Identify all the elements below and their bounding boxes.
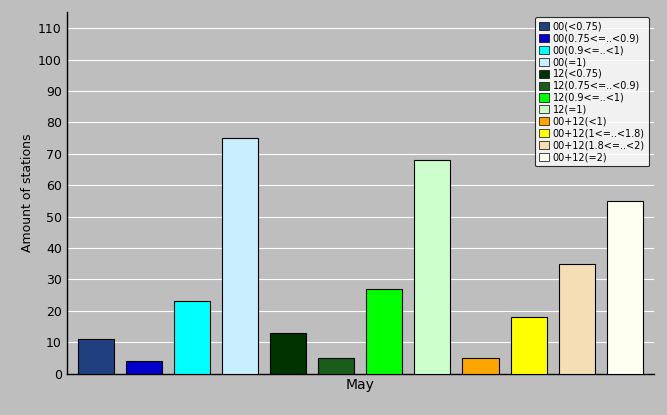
Bar [607, 201, 643, 374]
Y-axis label: Amount of stations: Amount of stations [21, 134, 34, 252]
Bar [559, 264, 595, 374]
Bar [366, 289, 402, 374]
Bar [462, 358, 498, 374]
Bar [270, 333, 306, 374]
Bar [222, 138, 258, 374]
Legend: 00(<0.75), 00(0.75<=..<0.9), 00(0.9<=..<1), 00(=1), 12(<0.75), 12(0.75<=..<0.9),: 00(<0.75), 00(0.75<=..<0.9), 00(0.9<=..<… [536, 17, 649, 166]
Bar [318, 358, 354, 374]
Bar [510, 317, 547, 374]
Bar [125, 361, 161, 374]
Bar [77, 339, 113, 374]
Bar [414, 160, 450, 374]
Bar [173, 301, 210, 374]
